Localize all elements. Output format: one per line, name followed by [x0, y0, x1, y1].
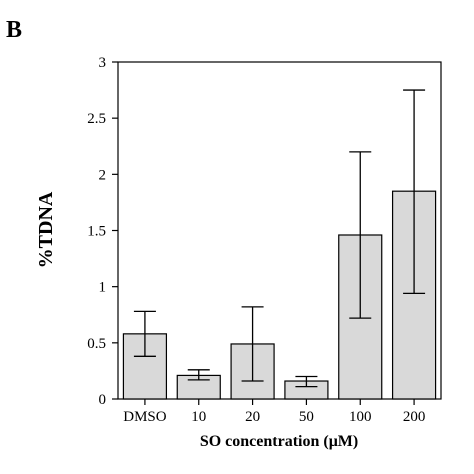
- y-tick-label: 1: [99, 280, 107, 296]
- x-tick-label: DMSO: [123, 409, 167, 425]
- x-tick-label: 200: [403, 409, 426, 425]
- y-tick-label: 1.5: [87, 224, 106, 240]
- y-tick-label: 3: [99, 55, 107, 71]
- panel-label: B: [6, 17, 22, 43]
- x-tick-label: 10: [191, 409, 206, 425]
- plot-area: 0 0.5 1 1.5 2 2.5 3 DMSO 10 20 50 100 200: [87, 55, 442, 425]
- x-axis-title: SO concentration (μM): [200, 433, 358, 450]
- y-tick-label: 0.5: [87, 336, 106, 352]
- y-axis-title: %TDNA: [35, 191, 57, 268]
- x-tick-label: 20: [245, 409, 260, 425]
- y-tick-label: 0: [99, 392, 107, 408]
- y-tick-label: 2: [99, 167, 107, 183]
- x-tick-label: 50: [299, 409, 314, 425]
- y-tick-label: 2.5: [87, 111, 106, 127]
- x-tick-label: 100: [349, 409, 372, 425]
